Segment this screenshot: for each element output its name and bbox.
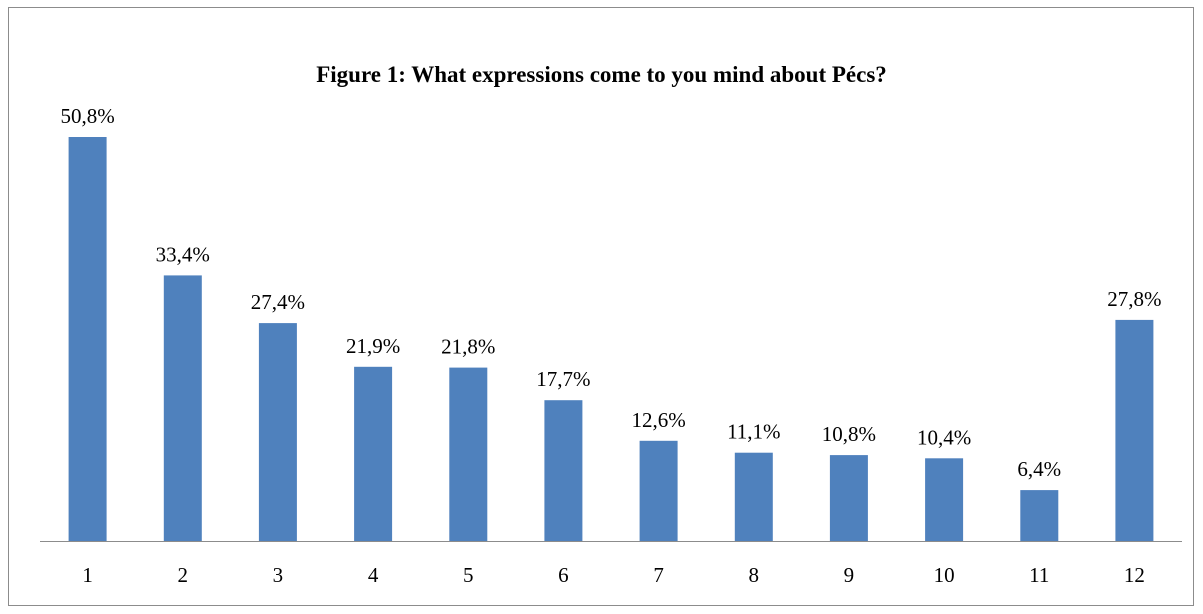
bar-11 [1020,490,1059,541]
bar-9 [829,455,868,541]
bar-2 [163,275,202,541]
data-label-6: 17,7% [536,367,590,391]
bar-1 [68,137,107,541]
x-tick-label-1: 1 [82,563,93,587]
data-label-8: 11,1% [727,420,780,444]
x-tick-label-9: 9 [844,563,855,587]
data-label-10: 10,4% [917,425,971,449]
data-label-group: 50,8% 33,4% 27,4% 21,9% 21,8% 17,7% 12,6% 11,1%… [60,104,1161,481]
x-tick-label-8: 8 [749,563,760,587]
x-tick-label-10: 10 [934,563,955,587]
x-tick-label-12: 12 [1124,563,1145,587]
x-tick-label-7: 7 [653,563,664,587]
data-label-1: 50,8% [60,104,114,128]
bar-12 [1115,319,1154,541]
bar-8 [734,452,773,541]
bar-4 [354,366,393,541]
bar-7 [639,440,678,541]
chart-title: Figure 1: What expressions come to you m… [316,62,887,87]
x-tick-label-11: 11 [1029,563,1049,587]
bar-3 [258,323,297,541]
x-tick-label-2: 2 [178,563,189,587]
data-label-5: 21,8% [441,335,495,359]
data-label-3: 27,4% [251,290,305,314]
bar-group [68,137,1154,541]
data-label-12: 27,8% [1107,287,1161,311]
bar-6 [544,400,583,541]
x-tick-label-5: 5 [463,563,474,587]
x-tick-label-4: 4 [368,563,379,587]
data-label-4: 21,9% [346,334,400,358]
chart-frame [8,7,1194,606]
data-label-2: 33,4% [156,242,210,266]
data-label-7: 12,6% [631,408,685,432]
data-label-11: 6,4% [1017,457,1061,481]
bar-10 [925,458,964,541]
x-tick-label-group: 1 2 3 4 5 6 7 8 9 10 11 12 [82,563,1145,587]
bar-5 [449,367,488,541]
x-tick-label-3: 3 [273,563,284,587]
data-label-9: 10,8% [822,422,876,446]
x-tick-label-6: 6 [558,563,569,587]
